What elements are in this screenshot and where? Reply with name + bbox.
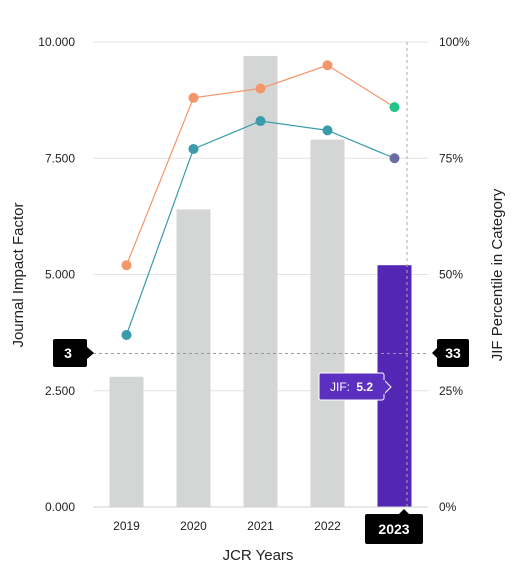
x-tick-label: 2019 — [113, 519, 140, 533]
y2-tick-label: 0% — [439, 500, 457, 514]
bar — [176, 209, 211, 507]
y-axis-title: Journal Impact Factor — [10, 202, 27, 347]
percentile-point — [188, 143, 199, 154]
y2-tick-label: 50% — [439, 268, 463, 282]
x-tick-label: 2020 — [180, 519, 207, 533]
percentile-point — [255, 116, 266, 127]
percentile-point — [121, 329, 132, 340]
y-tick-labels: 0.000 2.500 5.000 7.500 10.000 — [38, 35, 75, 514]
percentile-point — [188, 92, 199, 103]
crosshair-left-label: 3 — [64, 345, 72, 361]
x-tick-label: 2021 — [247, 519, 274, 533]
percentile-point — [322, 60, 333, 71]
percentile-point — [389, 102, 400, 113]
bar — [243, 55, 278, 507]
y2-tick-labels: 0% 25% 50% 75% 100% — [439, 35, 470, 514]
guide-lines — [93, 42, 428, 508]
y-tick-label: 0.000 — [45, 500, 75, 514]
jif-tooltip: JIF: 5.2 — [318, 372, 392, 401]
x-tick-label: 2022 — [314, 519, 341, 533]
crosshair-left-badge: 3 — [53, 339, 94, 367]
crosshair-right-label: 33 — [445, 345, 461, 361]
selected-year-label: 2023 — [378, 521, 409, 537]
percentile-point — [255, 83, 266, 94]
y2-axis-title: JIF Percentile in Category — [489, 188, 506, 361]
percentile-point — [322, 125, 333, 136]
bar — [310, 139, 345, 507]
selected-year-badge: 2023 — [365, 509, 423, 544]
percentile-lines — [121, 60, 400, 340]
percentile-point — [389, 153, 400, 164]
tooltip-label: JIF: — [330, 380, 350, 394]
y2-tick-label: 75% — [439, 151, 463, 165]
y-tick-label: 2.500 — [45, 384, 75, 398]
svg-text:JIF: 5.2: JIF: 5.2 — [330, 380, 373, 394]
tooltip-value: 5.2 — [356, 380, 373, 394]
bar — [109, 376, 144, 507]
crosshair-right-badge: 33 — [432, 339, 469, 367]
y-tick-label: 5.000 — [45, 268, 75, 282]
percentile-point — [121, 260, 132, 271]
y-tick-label: 7.500 — [45, 151, 75, 165]
y-tick-label: 10.000 — [38, 35, 75, 49]
y2-tick-label: 100% — [439, 35, 470, 49]
x-axis-title: JCR Years — [223, 547, 294, 564]
y2-tick-label: 25% — [439, 384, 463, 398]
x-tick-labels: 20192020202120222023 — [113, 519, 408, 533]
